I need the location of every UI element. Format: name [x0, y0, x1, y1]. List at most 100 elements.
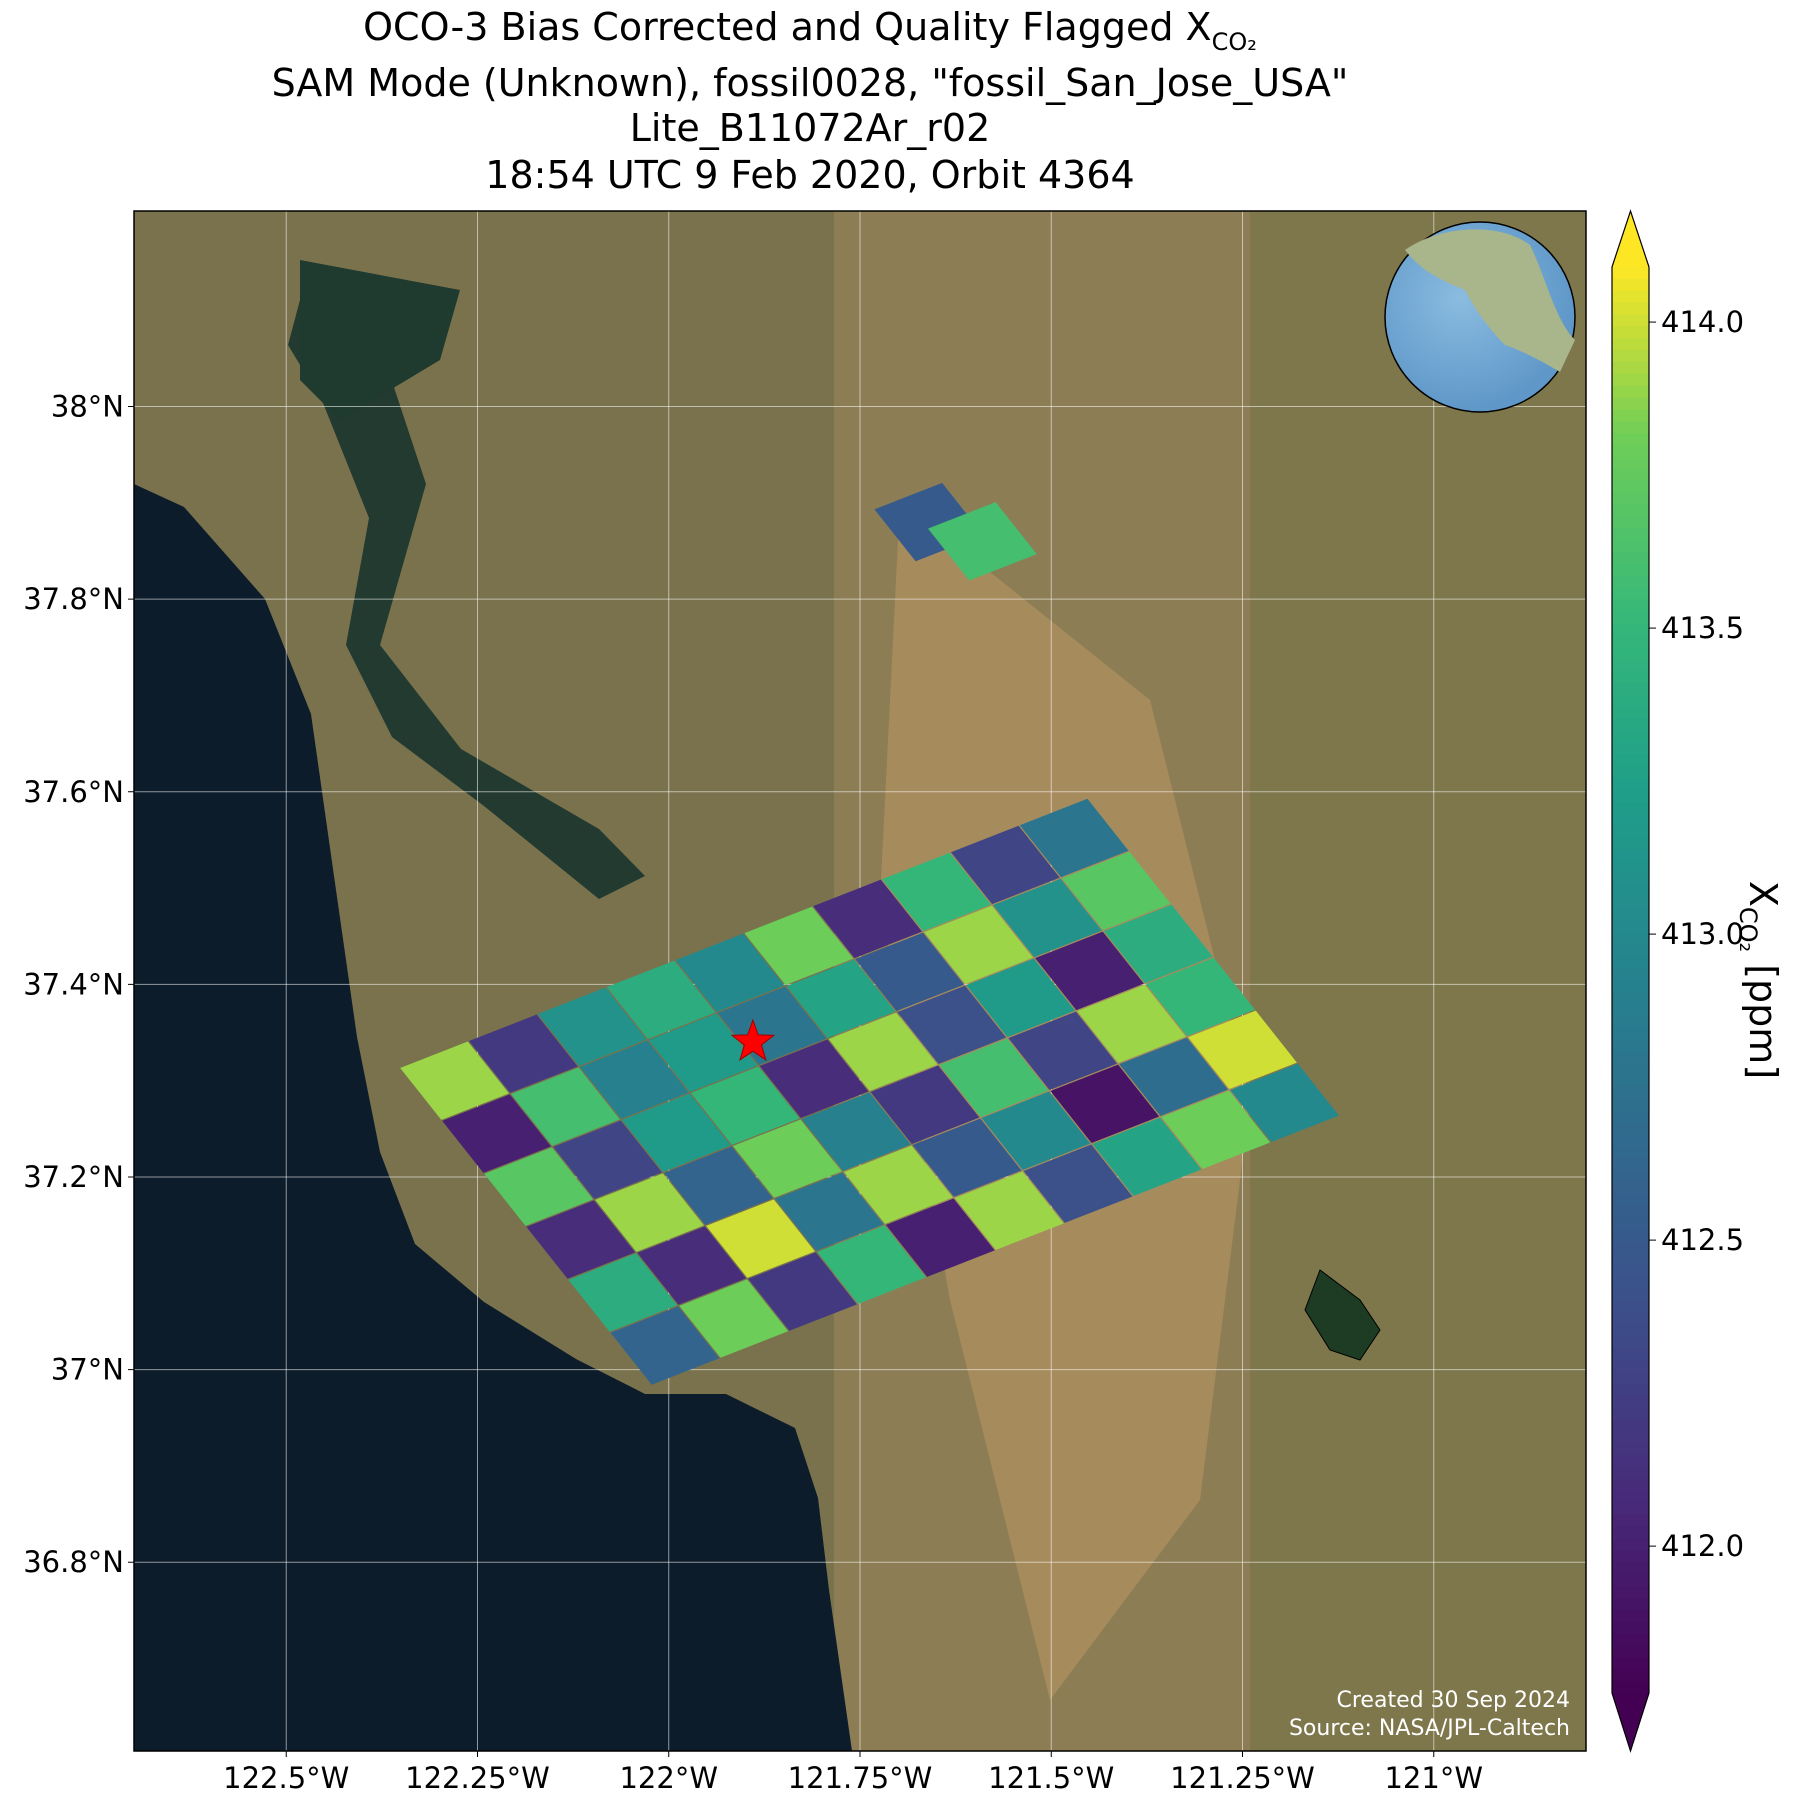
colorbar-segment: [1612, 647, 1649, 660]
colorbar-segment: [1612, 1384, 1649, 1397]
colorbar-segment: [1612, 754, 1649, 767]
colorbar-segment: [1612, 1562, 1649, 1575]
colorbar-segment: [1612, 611, 1649, 625]
colorbar-segment: [1612, 267, 1649, 280]
colorbar-label-subscript: CO₂: [1734, 907, 1762, 952]
colorbar-segment: [1612, 789, 1649, 803]
colorbar-segment: [1612, 1182, 1649, 1195]
sounding: [1077, 984, 1186, 1064]
sounding: [981, 1091, 1091, 1170]
x-tick-label: 121.25°W: [1170, 1761, 1315, 1795]
colorbar-segment: [1612, 956, 1649, 969]
sounding: [1061, 851, 1171, 931]
colorbar-segment: [1612, 1075, 1649, 1088]
colorbar-extend-min: [1612, 1693, 1649, 1751]
inset-globe: [1384, 221, 1576, 413]
colorbar-segment: [1612, 338, 1649, 351]
colorbar-segment: [1612, 1217, 1649, 1231]
colorbar-tick-label: 413.0: [1661, 917, 1744, 951]
colorbar-tick-label: 413.5: [1661, 611, 1744, 645]
reservoir: [1304, 1269, 1381, 1361]
sounding: [1119, 1037, 1229, 1117]
sounding: [442, 1094, 552, 1173]
colorbar-segment: [1612, 659, 1649, 672]
colorbar-segment: [1612, 766, 1649, 779]
colorbar-segment: [1612, 385, 1649, 399]
sounding: [885, 1198, 995, 1277]
sounding: [759, 1039, 869, 1118]
y-tick-label: 37.6°N: [23, 775, 124, 809]
colorbar-segment: [1612, 1586, 1649, 1599]
colorbar-segment: [1612, 1110, 1649, 1124]
sounding: [993, 878, 1102, 958]
colorbar-segment: [1612, 1122, 1649, 1136]
colorbar-segment: [1612, 991, 1649, 1005]
colorbar-segment: [1612, 314, 1649, 328]
colorbar-segment: [1612, 1360, 1649, 1373]
colorbar-segment: [1612, 1288, 1649, 1302]
colorbar-segment: [1612, 1526, 1649, 1540]
subtitle: SAM Mode (Unknown), fossil0028, "fossil_…: [272, 61, 1349, 105]
sounding: [526, 1200, 636, 1279]
colorbar-segment: [1612, 1348, 1649, 1361]
sounding: [1008, 1011, 1118, 1091]
x-tick-label: 121°W: [1384, 1761, 1483, 1795]
colorbar-segment: [1612, 528, 1649, 541]
sounding: [786, 959, 896, 1039]
sounding: [744, 906, 854, 986]
colorbar-segment: [1612, 504, 1649, 518]
colorbar-segment: [1612, 433, 1649, 446]
colorbar-tick-label: 414.0: [1661, 305, 1744, 339]
colorbar-segment: [1612, 1134, 1649, 1147]
colorbar-segment: [1612, 492, 1649, 506]
colorbar-segment: [1612, 1550, 1649, 1563]
colorbar-segment: [1612, 1265, 1649, 1278]
sounding: [1161, 1090, 1271, 1169]
colorbar-segment: [1612, 1502, 1649, 1516]
colorbar: 412.0 412.5 413.0 413.5 414.0: [1611, 209, 1744, 1753]
sounding: [817, 1225, 926, 1304]
colorbar-segment: [1612, 1158, 1649, 1171]
colorbar-segment: [1612, 552, 1649, 565]
colorbar-tick-label: 412.5: [1661, 1223, 1744, 1257]
y-tick-label: 37.8°N: [23, 582, 124, 616]
sounding: [610, 1306, 720, 1385]
colorbar-segment: [1612, 599, 1649, 613]
colorbar-outline: [1611, 209, 1650, 1753]
sounding: [748, 1252, 858, 1331]
colorbar-segment: [1612, 1657, 1649, 1670]
colorbar-segment: [1612, 1098, 1649, 1112]
sounding: [568, 1253, 678, 1332]
colorbar-segment: [1612, 1490, 1649, 1504]
colorbar-segment: [1612, 326, 1649, 339]
colorbar-segment: [1612, 1193, 1649, 1207]
title-text: OCO-3 Bias Corrected and Quality Flagged…: [363, 5, 1211, 49]
sounding: [801, 1092, 911, 1171]
colorbar-segment: [1612, 302, 1649, 316]
sounding: [912, 1118, 1022, 1197]
colorbar-extend-max: [1612, 211, 1649, 267]
sounding: [579, 1040, 689, 1119]
sounding: [679, 1279, 789, 1358]
colorbar-segment: [1612, 718, 1649, 732]
sounding: [924, 905, 1033, 985]
colorbar-segment: [1612, 920, 1649, 934]
colorbar-segment: [1612, 837, 1649, 850]
colorbar-segment: [1612, 1633, 1649, 1647]
colorbar-segment: [1612, 968, 1649, 981]
sounding: [484, 1147, 594, 1226]
colorbar-segment: [1612, 873, 1649, 886]
sounding: [1035, 931, 1144, 1011]
sounding: [855, 932, 965, 1012]
sounding: [675, 933, 785, 1013]
colorbar-segment: [1612, 1609, 1649, 1623]
colorbar-segment: [1612, 1538, 1649, 1551]
colorbar-segment: [1612, 1312, 1649, 1326]
colorbar-segment: [1612, 469, 1649, 482]
y-tick-label: 37.4°N: [23, 967, 124, 1001]
colorbar-segment: [1612, 694, 1649, 708]
colorbar-segment: [1612, 884, 1649, 898]
sounding: [939, 1038, 1049, 1117]
colorbar-segment: [1612, 1467, 1649, 1480]
colorbar-segment: [1612, 1170, 1649, 1183]
